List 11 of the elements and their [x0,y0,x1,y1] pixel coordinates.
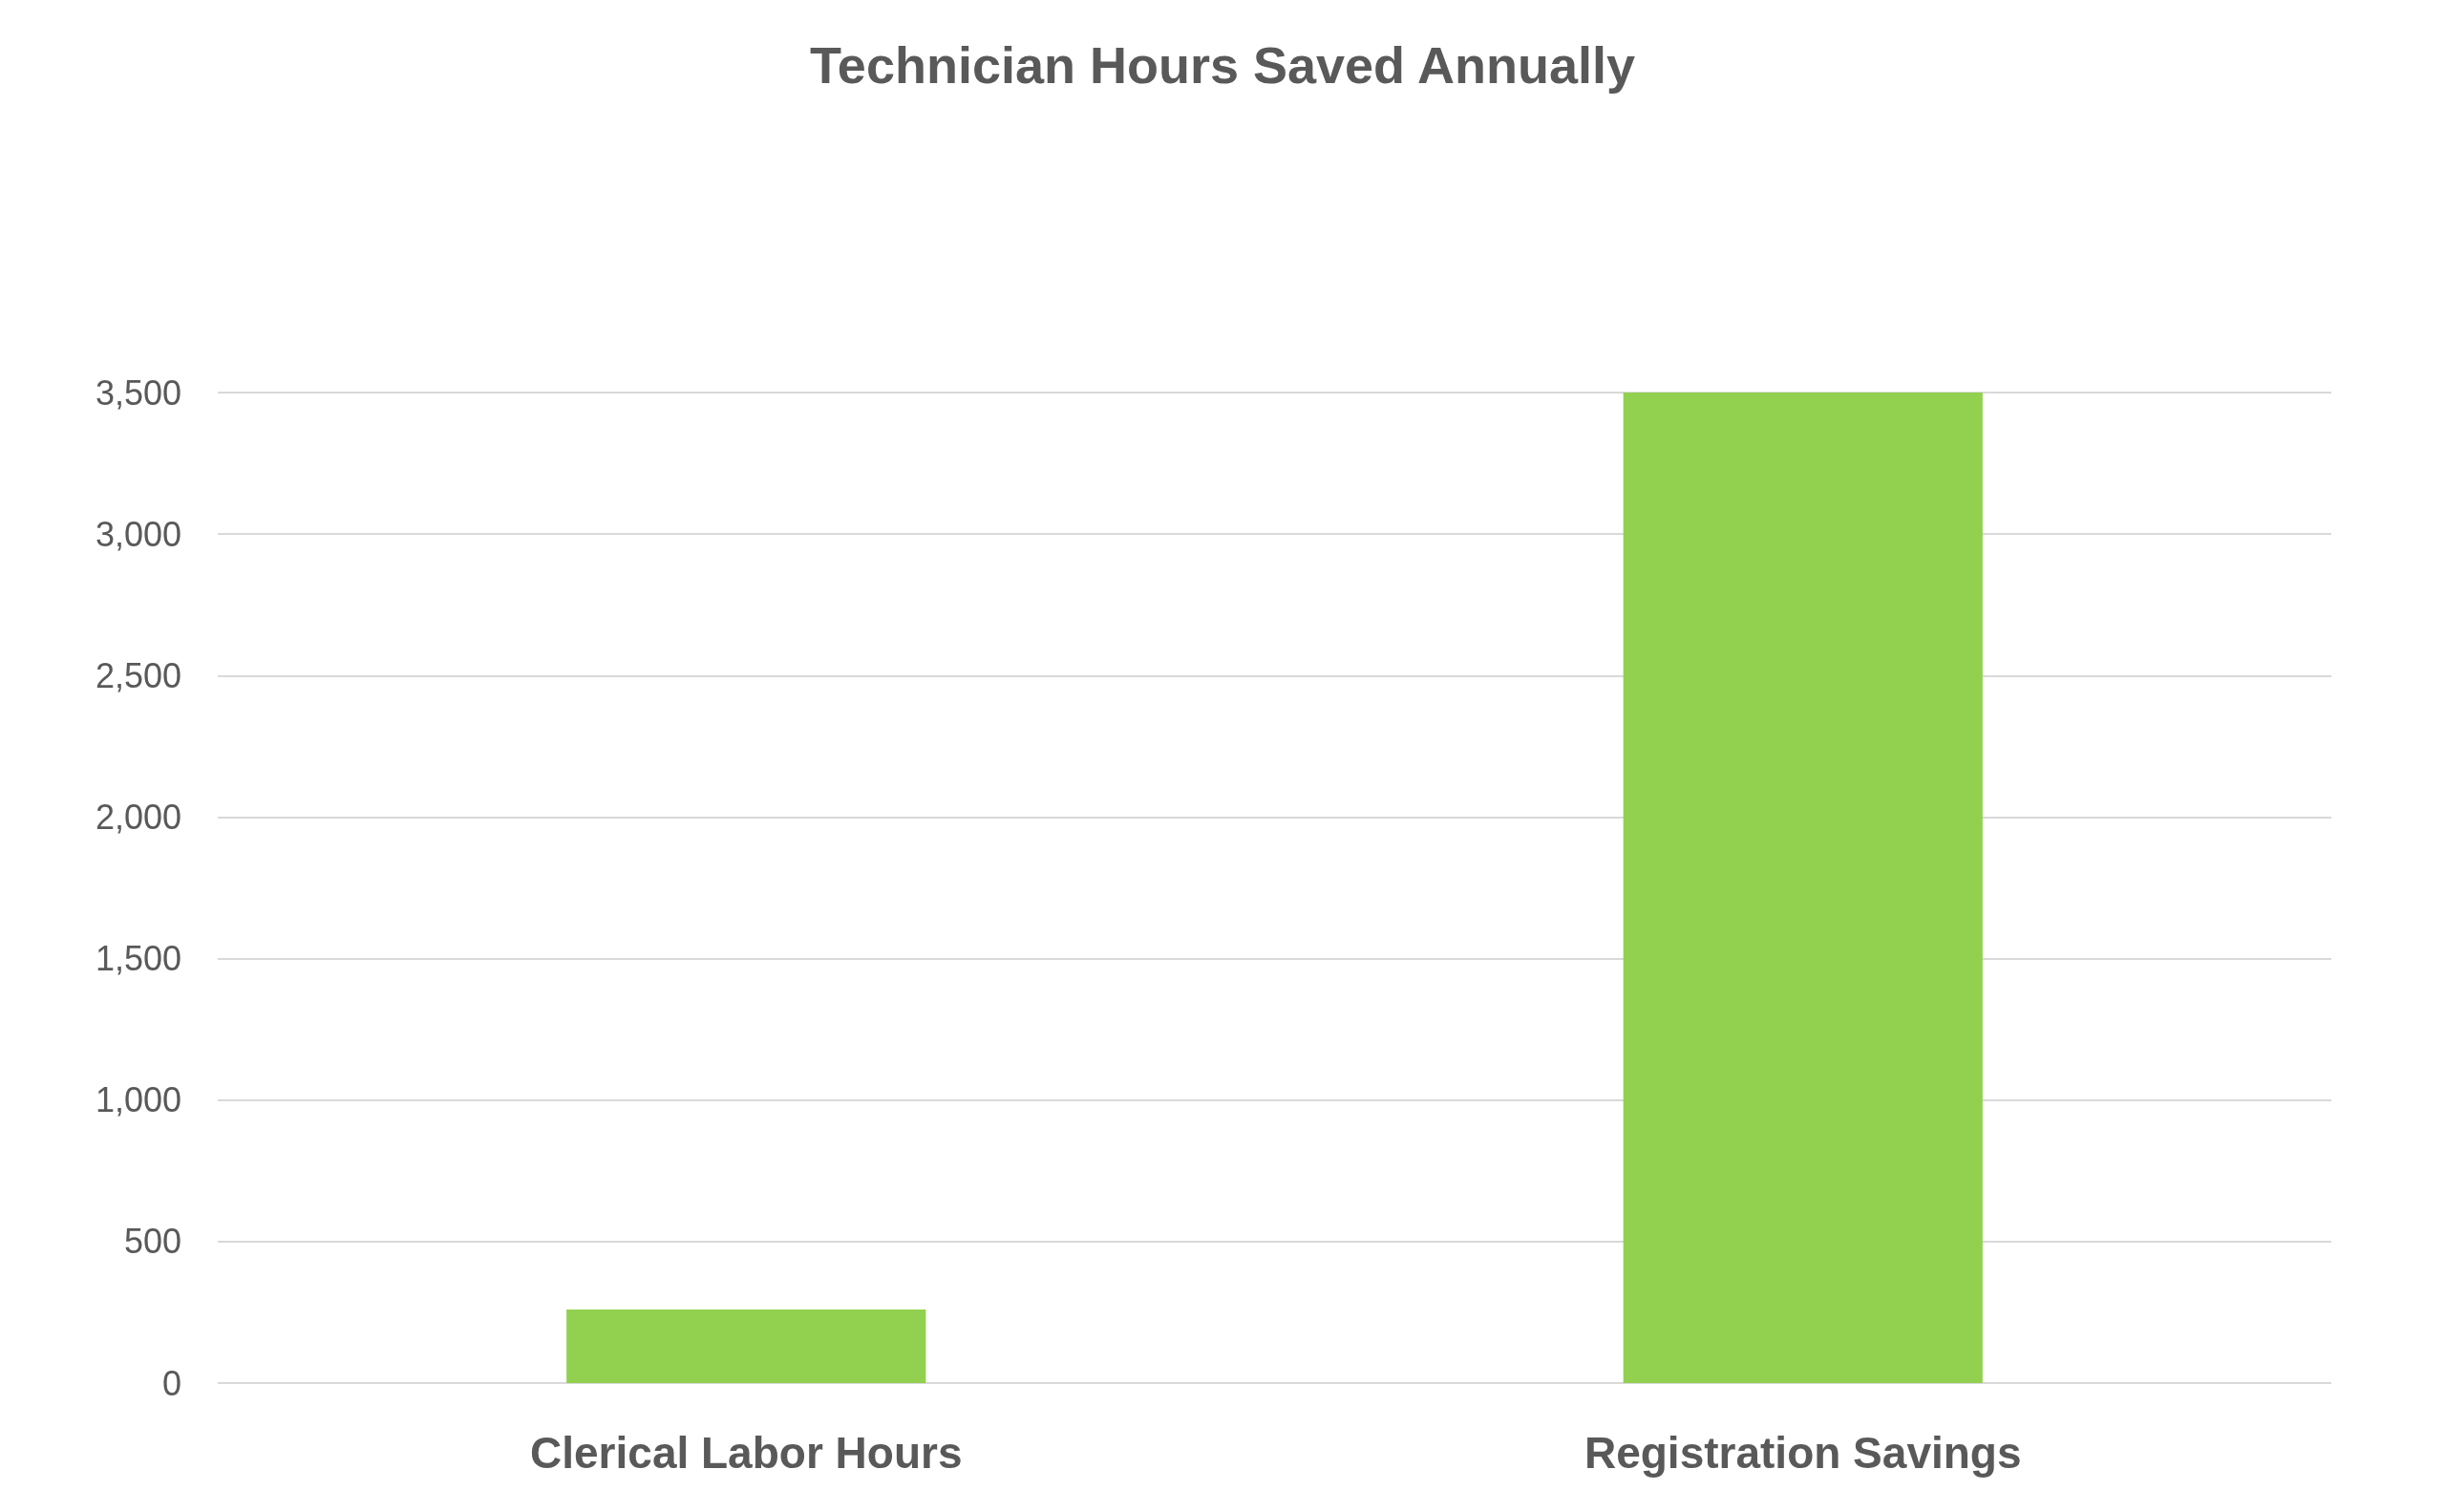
chart-title: Technician Hours Saved Annually [809,36,1636,94]
y-tick-label: 1,500 [95,939,181,979]
y-tick-label: 0 [161,1363,181,1403]
y-tick-label: 1,000 [95,1080,181,1120]
x-tick-label: Clerical Labor Hours [530,1428,963,1478]
y-tick-label: 3,500 [95,373,181,413]
y-tick-label: 2,000 [95,797,181,837]
x-tick-label: Registration Savings [1584,1428,2022,1478]
y-tick-label: 2,500 [95,655,181,695]
y-tick-label: 500 [123,1222,181,1262]
y-tick-label: 3,000 [95,514,181,554]
